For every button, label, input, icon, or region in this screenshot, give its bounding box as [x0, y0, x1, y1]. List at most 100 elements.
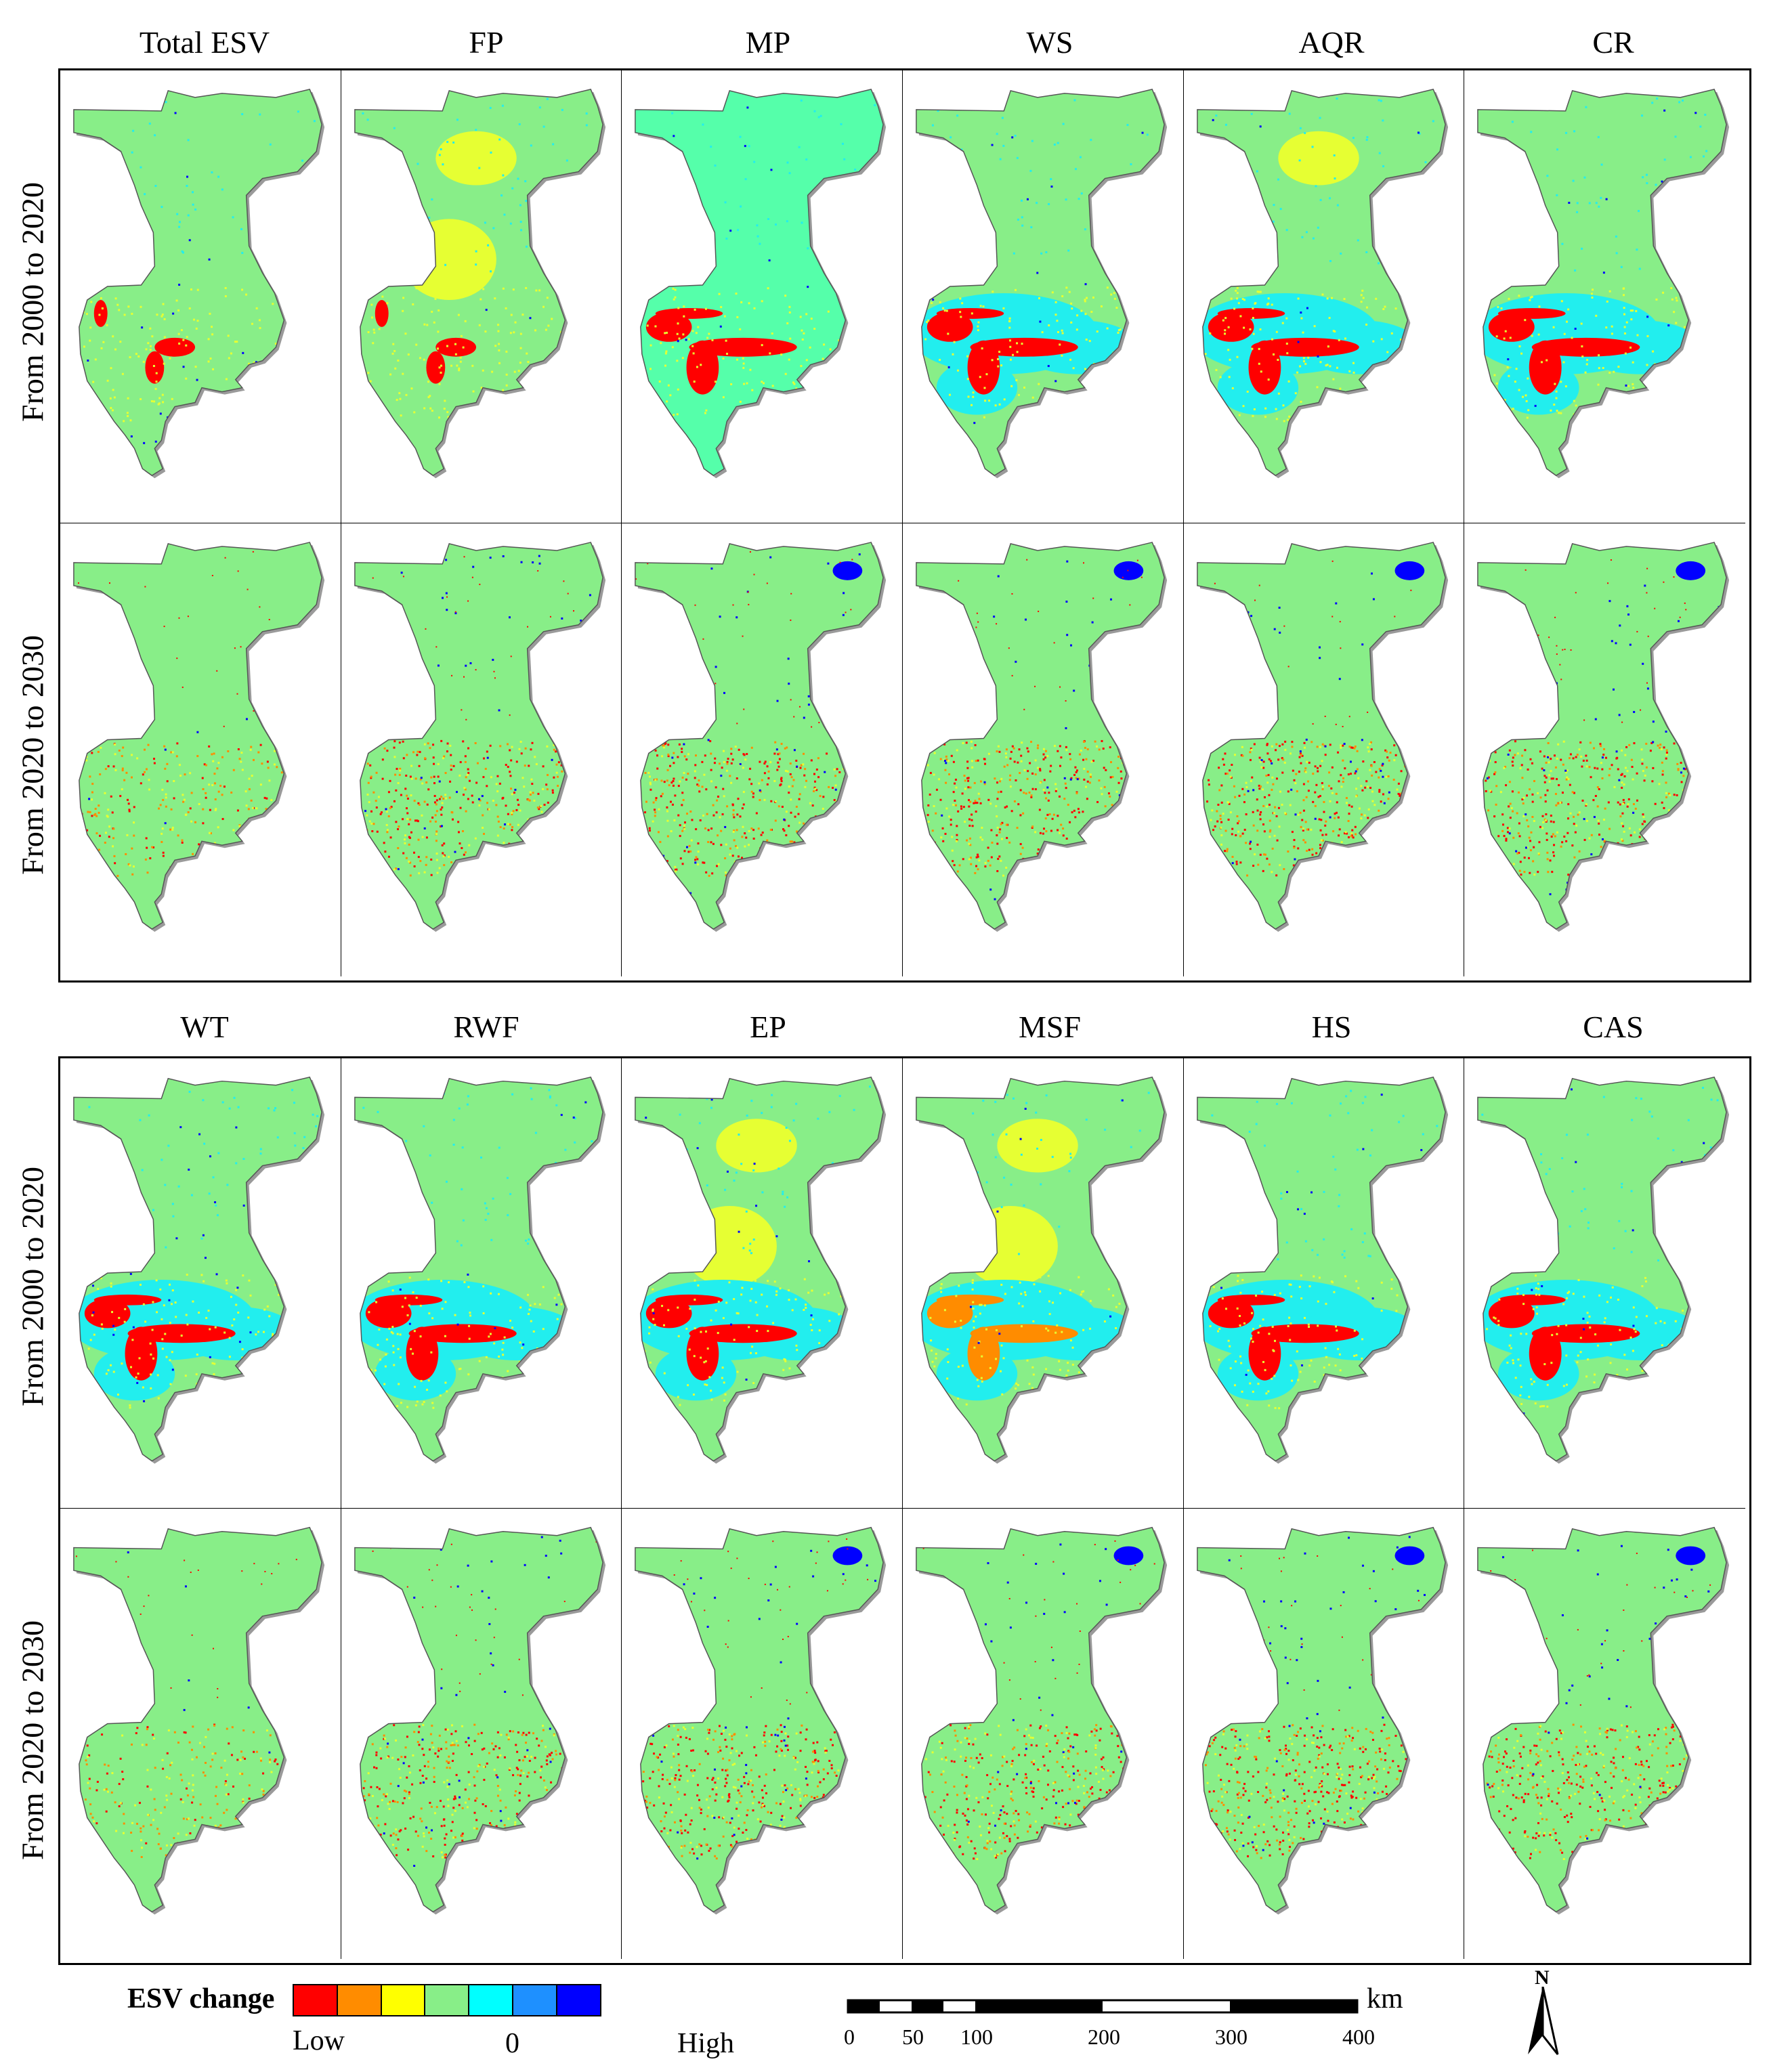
scatter-pixel: [447, 855, 450, 858]
scatter-pixel: [1020, 199, 1023, 202]
map-svg: [354, 1076, 605, 1464]
scatter-pixel: [1212, 829, 1214, 832]
scatter-pixel: [371, 847, 374, 850]
scatter-pixel: [1423, 678, 1425, 680]
scatter-pixel: [1638, 836, 1641, 838]
scatter-pixel: [1361, 289, 1363, 292]
scatter-pixel: [392, 1364, 395, 1366]
scatter-pixel: [1030, 794, 1033, 797]
scatter-pixel: [1494, 751, 1497, 754]
scatter-pixel: [1214, 854, 1217, 857]
scatter-pixel: [1531, 334, 1533, 337]
scatter-pixel: [131, 151, 133, 154]
scatter-pixel: [173, 780, 175, 783]
scatter-pixel: [1679, 616, 1681, 618]
scatter-pixel: [575, 260, 578, 263]
scatter-pixel: [943, 309, 946, 312]
scatter-pixel: [226, 871, 229, 873]
scatter-pixel: [1398, 793, 1401, 796]
scatter-pixel: [1002, 307, 1005, 309]
scatter-pixel: [1648, 635, 1650, 637]
scatter-pixel: [1287, 380, 1290, 383]
scatter-pixel: [1567, 803, 1570, 806]
scatter-pixel: [1120, 770, 1122, 773]
scatter-pixel: [461, 846, 463, 849]
scatter-pixel: [546, 774, 549, 777]
scatter-pixel: [1556, 831, 1559, 834]
scatter-pixel: [468, 1337, 471, 1340]
scatter-pixel: [1238, 794, 1241, 797]
scatter-pixel: [360, 98, 363, 100]
scatter-pixel: [778, 805, 781, 808]
scatter-pixel: [1224, 123, 1227, 126]
scatter-pixel: [1223, 329, 1226, 332]
scatter-pixel: [1489, 790, 1492, 792]
scatter-pixel: [534, 329, 536, 332]
scatter-pixel: [159, 804, 162, 806]
scatter-pixel: [723, 691, 726, 694]
scatter-pixel: [438, 383, 441, 385]
scatter-pixel: [142, 360, 145, 363]
scatter-pixel: [1052, 421, 1054, 424]
scatter-pixel: [1233, 307, 1235, 310]
scatter-pixel: [152, 1301, 154, 1303]
scatter-pixel: [98, 848, 100, 851]
scatter-pixel: [1306, 356, 1309, 359]
scatter-pixel: [1510, 337, 1512, 339]
scatter-pixel: [1402, 803, 1405, 806]
scatter-pixel: [798, 853, 801, 856]
scatter-pixel: [805, 313, 808, 316]
scatter-pixel: [478, 1360, 481, 1362]
scatter-pixel: [1623, 871, 1626, 873]
scatter-pixel: [1004, 752, 1007, 755]
scatter-pixel: [1210, 837, 1213, 840]
scatter-pixel: [112, 837, 115, 840]
scatter-pixel: [1145, 794, 1147, 797]
scatter-pixel: [259, 1148, 262, 1150]
scatter-pixel: [155, 372, 158, 374]
scatter-pixel: [1334, 602, 1337, 605]
scatter-pixel: [1021, 216, 1023, 219]
scatter-pixel: [1665, 781, 1667, 784]
scatter-pixel: [1602, 756, 1604, 759]
scatter-pixel: [235, 1126, 238, 1129]
scatter-pixel: [161, 827, 164, 830]
scatter-pixel: [1308, 868, 1310, 871]
scatter-pixel: [504, 860, 507, 863]
scatter-pixel: [1277, 358, 1279, 361]
scatter-pixel: [1019, 843, 1022, 846]
scatter-pixel: [509, 1394, 511, 1396]
scatter-pixel: [1240, 754, 1243, 756]
scatter-pixel: [1208, 783, 1210, 786]
scatter-pixel: [824, 824, 826, 827]
scatter-pixel: [314, 265, 317, 267]
scatter-pixel: [474, 129, 477, 131]
scatter-pixel: [1206, 214, 1208, 217]
yellow-zone: [716, 1119, 798, 1173]
scatter-pixel: [1665, 201, 1668, 204]
scatter-pixel: [1281, 322, 1284, 324]
scatter-pixel: [379, 813, 382, 815]
scatter-pixel: [509, 1192, 511, 1195]
scatter-pixel: [251, 775, 253, 777]
scatter-pixel: [507, 766, 509, 769]
scatter-pixel: [1504, 766, 1507, 769]
scatter-pixel: [295, 1257, 297, 1260]
scatter-pixel: [1630, 309, 1633, 312]
scatter-pixel: [1495, 803, 1497, 806]
scatter-pixel: [431, 1317, 433, 1320]
scatter-pixel: [1105, 843, 1108, 846]
scatter-pixel: [314, 260, 317, 263]
scatter-pixel: [1565, 840, 1568, 842]
scatter-pixel: [196, 379, 198, 381]
scatter-pixel: [1384, 305, 1386, 308]
scatter-pixel: [93, 209, 95, 211]
scatter-pixel: [165, 1246, 167, 1249]
scatter-pixel: [739, 815, 742, 818]
scatter-pixel: [1514, 740, 1517, 743]
scatter-pixel: [1539, 750, 1542, 753]
scatter-pixel: [767, 770, 770, 773]
scatter-pixel: [1021, 343, 1023, 345]
scatter-pixel: [503, 213, 506, 216]
scatter-pixel: [1073, 689, 1075, 692]
